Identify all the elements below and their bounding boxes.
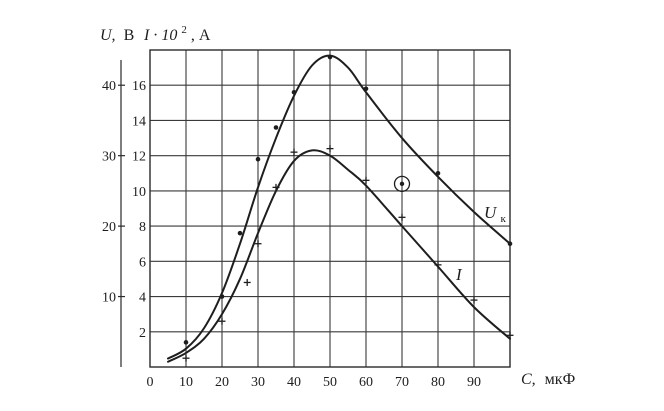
y-axis-title-i: I · 10 2 , А [143, 20, 211, 44]
y-tick-label-i: 10 [132, 185, 146, 200]
y-axis-i-exponent: 2 [181, 24, 187, 36]
y-tick-label-u: 40 [102, 79, 116, 94]
x-tick-label: 20 [215, 375, 229, 390]
data-point-i [362, 176, 370, 184]
x-axis-title: C, мкФ [521, 371, 575, 388]
data-point-i [470, 296, 478, 304]
y-tick-label-i: 12 [132, 150, 146, 165]
data-point-i [272, 183, 280, 191]
data-point-i [182, 354, 190, 362]
x-tick-label: 30 [251, 375, 265, 390]
x-tick-label: 0 [147, 375, 154, 390]
series-line-uk [167, 54, 511, 360]
y-axis-i-symbol: I · 10 [143, 27, 177, 44]
y-axis-u-unit: В [124, 27, 135, 44]
data-points [182, 54, 514, 362]
data-point-i [218, 317, 226, 325]
x-tick-label: 60 [359, 375, 373, 390]
series-label-i: I [455, 265, 463, 284]
data-point-uk [237, 230, 243, 236]
y-tick-label-i: 8 [139, 220, 146, 235]
y-tick-label-i: 6 [139, 255, 146, 270]
y-axis-i-unit: , А [191, 27, 211, 44]
x-axis-symbol: C, [521, 371, 536, 388]
highlight-circle [393, 175, 411, 192]
data-point-i [398, 213, 406, 221]
x-tick-label: 70 [395, 375, 409, 390]
data-point-uk [327, 54, 333, 60]
x-tick-label: 50 [323, 375, 337, 390]
data-point-i [326, 145, 334, 153]
x-tick-label: 10 [179, 375, 193, 390]
series-line-i [167, 149, 511, 363]
data-point-uk [183, 340, 189, 345]
x-tick-label: 90 [467, 375, 481, 390]
series-label-uk: U к [484, 203, 507, 225]
y-tick-label-u: 10 [102, 291, 116, 306]
highlight-point [399, 181, 405, 187]
y-tick-label-i: 4 [139, 291, 146, 306]
y-tick-label-u: 20 [102, 220, 116, 235]
y-tick-label-i: 16 [132, 79, 146, 94]
data-point-i [290, 148, 298, 156]
y-axis-title-u: U, В [100, 27, 134, 44]
y-tick-label-i: 14 [132, 114, 146, 129]
data-point-uk [219, 294, 225, 299]
data-point-i [506, 331, 514, 339]
data-point-uk [363, 86, 369, 92]
y-tick-label-u: 30 [102, 150, 116, 165]
data-point-uk [291, 89, 297, 95]
data-point-i [434, 261, 442, 269]
series-label-u-subscript: к [501, 213, 507, 225]
data-point-uk [255, 156, 261, 162]
grid [150, 50, 510, 367]
ticks: 0 10 20 30 40 50 60 70 80 90 2 4 6 8 10 12 14 16 10 20 30 40 [102, 60, 481, 390]
y-axis-u-symbol: U, [100, 27, 116, 44]
data-point-i [254, 240, 262, 248]
data-point-uk [435, 170, 441, 176]
data-point-uk [273, 125, 279, 130]
x-tick-label: 80 [431, 375, 445, 390]
data-point-uk [507, 241, 513, 247]
y-tick-label-i: 2 [139, 326, 146, 341]
curves [167, 54, 511, 363]
plot-frame [149, 49, 511, 368]
series-label-u-symbol: U [484, 203, 498, 222]
x-tick-label: 40 [287, 375, 301, 390]
x-axis-unit: мкФ [545, 371, 576, 388]
data-point-i [243, 278, 251, 286]
